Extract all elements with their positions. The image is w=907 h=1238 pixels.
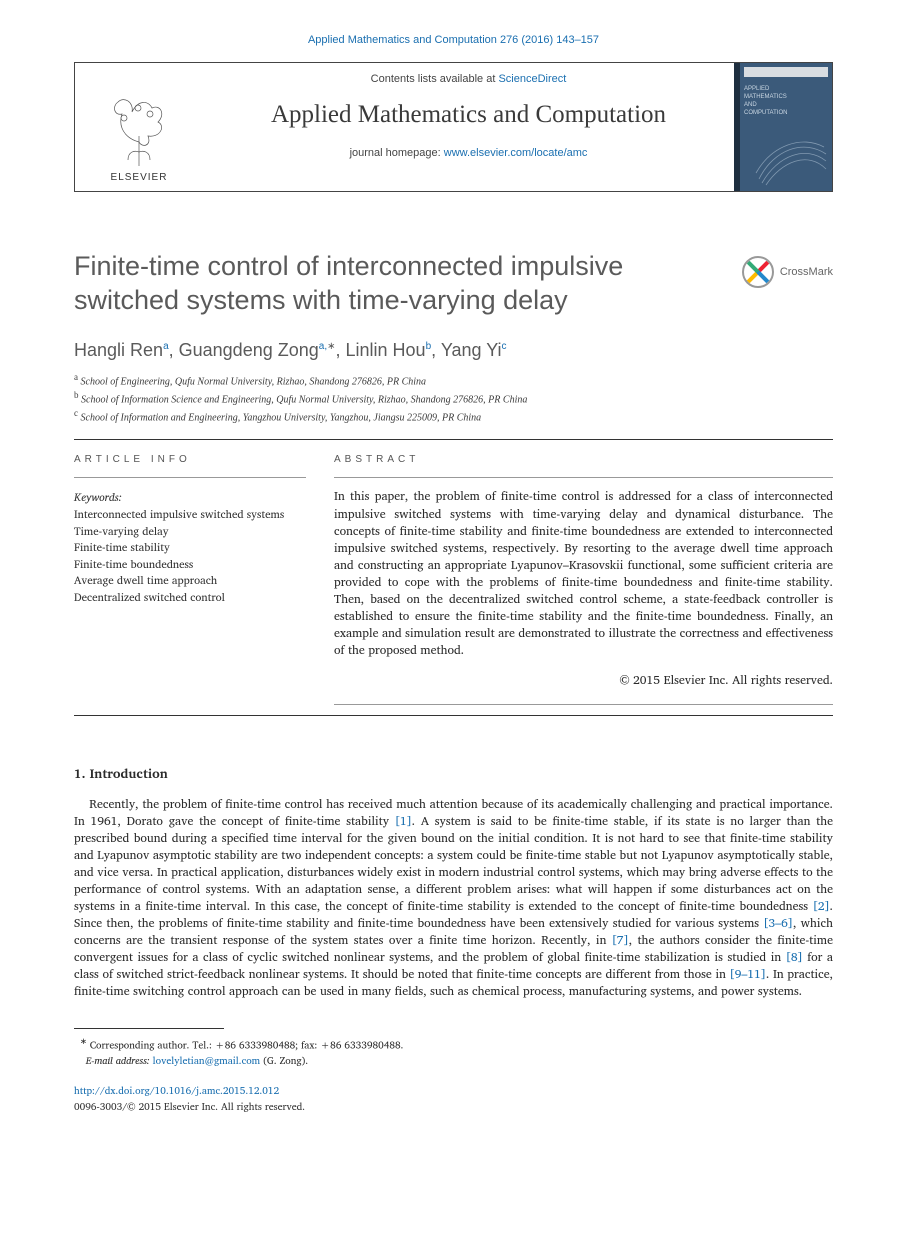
keyword: Time-varying delay: [74, 523, 306, 540]
author: Linlin Houb: [346, 340, 432, 360]
divider: [334, 704, 833, 705]
journal-header-box: ELSEVIER Contents lists available at Sci…: [74, 62, 833, 192]
keyword: Finite-time boundedness: [74, 556, 306, 573]
contents-line: Contents lists available at ScienceDirec…: [203, 73, 734, 85]
homepage-line: journal homepage: www.elsevier.com/locat…: [203, 147, 734, 159]
author-name: Hangli Ren: [74, 340, 163, 360]
section-1-heading: 1. Introduction: [74, 762, 833, 784]
affiliation-text: School of Information Science and Engine…: [81, 394, 527, 405]
article-info-heading: ARTICLE INFO: [74, 454, 306, 465]
info-abstract-row: ARTICLE INFO Keywords: Interconnected im…: [74, 454, 833, 714]
article-info-col: ARTICLE INFO Keywords: Interconnected im…: [74, 454, 306, 714]
issn-copyright-line: 0096-3003/© 2015 Elsevier Inc. All right…: [74, 1099, 833, 1115]
cover-spine: [734, 63, 740, 191]
abstract-text: In this paper, the problem of finite-tim…: [334, 488, 833, 658]
keyword: Average dwell time approach: [74, 572, 306, 589]
author-list: Hangli Rena, Guangdeng Zonga,∗, Linlin H…: [74, 340, 833, 361]
keyword: Finite-time stability: [74, 539, 306, 556]
doi-link[interactable]: http://dx.doi.org/10.1016/j.amc.2015.12.…: [74, 1083, 279, 1099]
corresponding-footnote: ∗ Corresponding author. Tel.: +86 633398…: [74, 1035, 833, 1068]
journal-cover-thumb: APPLIED MATHEMATICS AND COMPUTATION: [734, 63, 832, 191]
affiliation: a School of Engineering, Qufu Normal Uni…: [74, 371, 833, 389]
contents-prefix: Contents lists available at: [371, 73, 499, 85]
divider: [334, 477, 833, 478]
cover-top-bar: [744, 67, 828, 77]
author-name: Guangdeng Zong: [179, 340, 319, 360]
introduction-paragraph: Recently, the problem of finite-time con…: [74, 796, 833, 1000]
doi-line: http://dx.doi.org/10.1016/j.amc.2015.12.…: [74, 1083, 833, 1099]
keyword: Decentralized switched control: [74, 589, 306, 606]
page: Applied Mathematics and Computation 276 …: [0, 0, 907, 1238]
author-aff-mark: c: [502, 341, 507, 352]
keywords-label: Keywords:: [74, 488, 306, 506]
copyright-line: © 2015 Elsevier Inc. All rights reserved…: [334, 671, 833, 690]
keywords-list: Interconnected impulsive switched system…: [74, 506, 306, 605]
crossmark-label: CrossMark: [780, 266, 833, 278]
corresponding-mark: ∗: [327, 341, 335, 352]
author-name: Linlin Hou: [346, 340, 426, 360]
footnote-text: Corresponding author. Tel.: +86 63339804…: [90, 1038, 404, 1054]
author-aff-mark: b: [426, 341, 432, 352]
author-aff-mark: a: [163, 341, 169, 352]
author-name: Yang Yi: [441, 340, 502, 360]
corresponding-email-link[interactable]: lovelyletian@gmail.com: [153, 1053, 261, 1069]
journal-title: Applied Mathematics and Computation: [203, 101, 734, 129]
email-label: E-mail address:: [86, 1053, 150, 1069]
divider: [74, 715, 833, 716]
publisher-name: ELSEVIER: [111, 172, 168, 183]
affiliation-list: a School of Engineering, Qufu Normal Uni…: [74, 371, 833, 426]
publisher-logo-block: ELSEVIER: [75, 63, 203, 191]
sciencedirect-link[interactable]: ScienceDirect: [498, 73, 566, 85]
keyword: Interconnected impulsive switched system…: [74, 506, 306, 523]
divider: [74, 439, 833, 440]
affiliation-text: School of Information and Engineering, Y…: [81, 412, 482, 423]
email-suffix: (G. Zong).: [260, 1053, 308, 1069]
elsevier-tree-icon: [104, 92, 174, 170]
cover-swirl-icon: [754, 129, 828, 187]
header-center: Contents lists available at ScienceDirec…: [203, 63, 734, 191]
abstract-heading: ABSTRACT: [334, 454, 833, 465]
cover-title-text: APPLIED MATHEMATICS AND COMPUTATION: [744, 85, 826, 117]
footnote-rule: [74, 1028, 224, 1029]
running-citation: Applied Mathematics and Computation 276 …: [74, 34, 833, 46]
crossmark-block[interactable]: CrossMark: [723, 250, 833, 318]
author: Hangli Rena: [74, 340, 169, 360]
homepage-prefix: journal homepage:: [350, 147, 444, 159]
abstract-col: ABSTRACT In this paper, the problem of f…: [334, 454, 833, 714]
journal-homepage-link[interactable]: www.elsevier.com/locate/amc: [444, 147, 588, 159]
author: Yang Yic: [441, 340, 507, 360]
crossmark-icon: [742, 256, 774, 288]
title-row: Finite-time control of interconnected im…: [74, 250, 833, 318]
article-title: Finite-time control of interconnected im…: [74, 250, 723, 318]
affiliation-text: School of Engineering, Qufu Normal Unive…: [81, 376, 427, 387]
divider: [74, 477, 306, 478]
author: Guangdeng Zonga,∗: [179, 340, 336, 360]
affiliation: b School of Information Science and Engi…: [74, 389, 833, 407]
affiliation: c School of Information and Engineering,…: [74, 407, 833, 425]
